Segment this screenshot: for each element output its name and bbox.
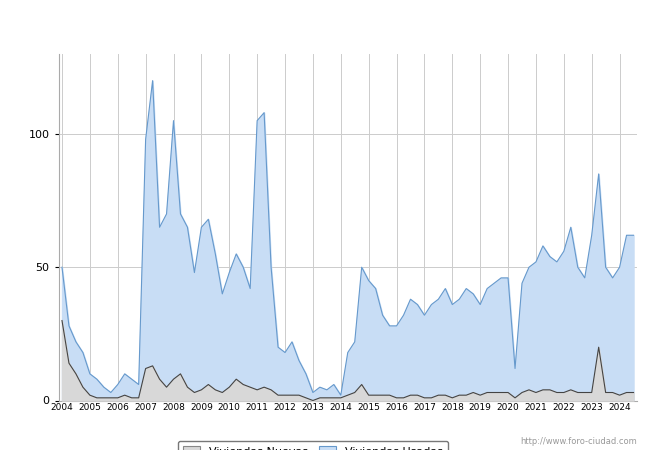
Text: Marchena - Evolucion del Nº de Transacciones Inmobiliarias: Marchena - Evolucion del Nº de Transacci… <box>79 24 571 39</box>
Text: http://www.foro-ciudad.com: http://www.foro-ciudad.com <box>520 436 637 446</box>
Legend: Viviendas Nuevas, Viviendas Usadas: Viviendas Nuevas, Viviendas Usadas <box>178 441 448 450</box>
